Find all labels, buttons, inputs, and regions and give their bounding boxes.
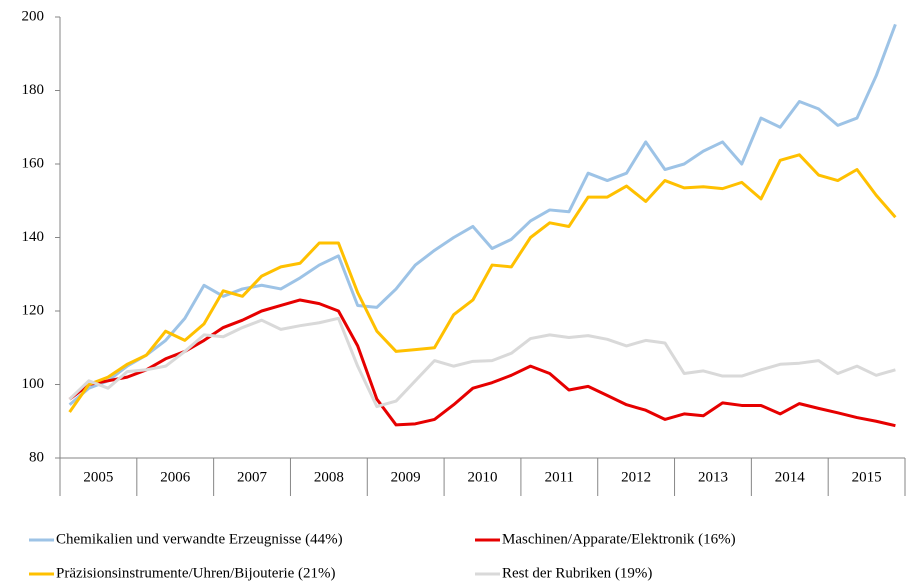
y-tick-label: 200 [22,8,45,24]
x-tick-label: 2008 [314,469,344,485]
series-line [68,23,897,406]
series-line [68,316,896,409]
legend-label: Präzisionsinstrumente/Uhren/Bijouterie (… [56,565,336,581]
x-tick-label: 2005 [83,469,113,485]
x-tick-label: 2015 [852,469,882,485]
series-line [68,298,896,428]
y-tick-label: 120 [22,302,45,318]
y-tick-label: 180 [22,82,45,98]
legend-label: Rest der Rubriken (19%) [502,565,652,581]
x-tick-label: 2007 [237,469,268,485]
y-tick-label: 80 [29,449,44,465]
y-tick-label: 140 [22,229,45,245]
y-tick-label: 160 [22,155,45,171]
legend-label: Chemikalien und verwandte Erzeugnisse (4… [56,531,343,547]
x-tick-label: 2006 [160,469,191,485]
x-tick-label: 2013 [698,469,728,485]
series-line [68,153,897,413]
x-tick-label: 2009 [391,469,421,485]
x-tick-label: 2014 [775,469,806,485]
x-tick-label: 2011 [545,469,574,485]
legend-label: Maschinen/Apparate/Elektronik (16%) [502,531,736,547]
x-tick-label: 2010 [468,469,498,485]
y-tick-label: 100 [22,376,45,392]
x-tick-label: 2012 [621,469,651,485]
